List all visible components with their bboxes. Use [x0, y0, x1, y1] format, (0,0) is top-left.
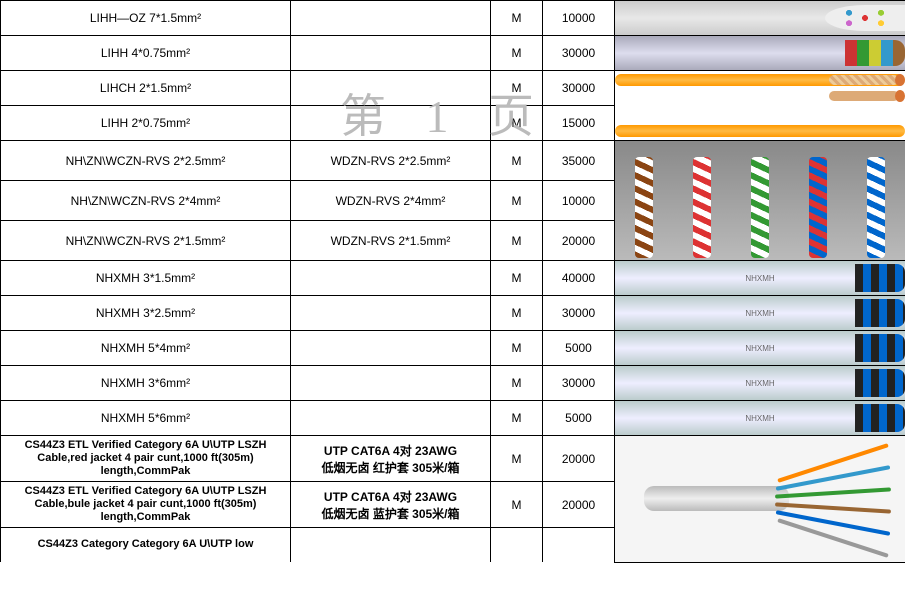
unit-cell: M	[491, 36, 543, 71]
table-row: LIHCH 2*1.5mm² M30000	[1, 71, 905, 106]
unit-cell: M	[491, 221, 543, 261]
unit-cell: M	[491, 401, 543, 436]
qty-cell: 30000	[543, 366, 615, 401]
alt-spec-cell	[291, 331, 491, 366]
qty-cell: 5000	[543, 331, 615, 366]
qty-cell: 20000	[543, 436, 615, 482]
qty-cell: 5000	[543, 401, 615, 436]
qty-cell: 15000	[543, 106, 615, 141]
alt-spec-cell: WDZN-RVS 2*1.5mm²	[291, 221, 491, 261]
spec-cell: CS44Z3 Category Category 6A U\UTP low	[1, 528, 291, 563]
alt-spec-cell	[291, 296, 491, 331]
qty-cell: 20000	[543, 221, 615, 261]
unit-cell: M	[491, 71, 543, 106]
qty-cell: 10000	[543, 1, 615, 36]
qty-cell: 30000	[543, 71, 615, 106]
alt-spec-cell	[291, 401, 491, 436]
unit-cell: M	[491, 366, 543, 401]
qty-cell: 40000	[543, 261, 615, 296]
spec-cell: CS44Z3 ETL Verified Category 6A U\UTP LS…	[1, 436, 291, 482]
unit-cell: M	[491, 296, 543, 331]
unit-cell: M	[491, 261, 543, 296]
cable-image: NHXMH	[615, 366, 905, 401]
spec-cell: LIHH 4*0.75mm²	[1, 36, 291, 71]
qty-cell: 20000	[543, 482, 615, 528]
alt-spec-cell: UTP CAT6A 4对 23AWG低烟无卤 蓝护套 305米/箱	[291, 482, 491, 528]
empty-cell	[491, 528, 543, 563]
cable-image	[615, 141, 905, 261]
unit-cell: M	[491, 1, 543, 36]
spec-cell: NH\ZN\WCZN-RVS 2*4mm²	[1, 181, 291, 221]
alt-spec-cell	[291, 36, 491, 71]
qty-cell: 30000	[543, 296, 615, 331]
unit-cell: M	[491, 181, 543, 221]
empty-cell	[543, 528, 615, 563]
spec-cell: LIHH 2*0.75mm²	[1, 106, 291, 141]
spec-cell: NHXMH 5*6mm²	[1, 401, 291, 436]
unit-cell: M	[491, 436, 543, 482]
table-row: NHXMH 5*6mm² M5000NHXMH	[1, 401, 905, 436]
table-row: NHXMH 3*6mm² M30000NHXMH	[1, 366, 905, 401]
alt-spec-cell	[291, 106, 491, 141]
alt-spec-cell	[291, 71, 491, 106]
unit-cell: M	[491, 331, 543, 366]
table-row: NHXMH 3*2.5mm² M30000NHXMH	[1, 296, 905, 331]
table-row: NHXMH 3*1.5mm² M40000NHXMH	[1, 261, 905, 296]
unit-cell: M	[491, 482, 543, 528]
unit-cell: M	[491, 141, 543, 181]
table-row: NH\ZN\WCZN-RVS 2*2.5mm²WDZN-RVS 2*2.5mm²…	[1, 141, 905, 181]
cable-image	[615, 71, 905, 141]
table-row: NHXMH 5*4mm² M5000NHXMH	[1, 331, 905, 366]
unit-cell: M	[491, 106, 543, 141]
alt-spec-cell	[291, 1, 491, 36]
spec-cell: NHXMH 5*4mm²	[1, 331, 291, 366]
spec-cell: LIHCH 2*1.5mm²	[1, 71, 291, 106]
spec-cell: NHXMH 3*6mm²	[1, 366, 291, 401]
spec-cell: LIHH—OZ 7*1.5mm²	[1, 1, 291, 36]
cable-table: LIHH—OZ 7*1.5mm²M10000LIHH 4*0.75mm²M300…	[0, 0, 905, 563]
cable-image: NHXMH	[615, 261, 905, 296]
table-row: LIHH—OZ 7*1.5mm² M10000	[1, 1, 905, 36]
cable-image: NHXMH	[615, 296, 905, 331]
cable-image	[615, 436, 905, 563]
alt-spec-cell: WDZN-RVS 2*2.5mm²	[291, 141, 491, 181]
alt-spec-cell	[291, 261, 491, 296]
empty-cell	[291, 528, 491, 563]
spec-cell: NHXMH 3*2.5mm²	[1, 296, 291, 331]
alt-spec-cell	[291, 366, 491, 401]
table-row: LIHH 4*0.75mm² M30000	[1, 36, 905, 71]
spec-cell: NH\ZN\WCZN-RVS 2*1.5mm²	[1, 221, 291, 261]
spec-cell: CS44Z3 ETL Verified Category 6A U\UTP LS…	[1, 482, 291, 528]
table-row: CS44Z3 ETL Verified Category 6A U\UTP LS…	[1, 436, 905, 482]
spec-cell: NHXMH 3*1.5mm²	[1, 261, 291, 296]
qty-cell: 10000	[543, 181, 615, 221]
alt-spec-cell: WDZN-RVS 2*4mm²	[291, 181, 491, 221]
cable-image	[615, 1, 905, 36]
cable-image: NHXMH	[615, 331, 905, 366]
cable-image: NHXMH	[615, 401, 905, 436]
qty-cell: 35000	[543, 141, 615, 181]
spec-cell: NH\ZN\WCZN-RVS 2*2.5mm²	[1, 141, 291, 181]
alt-spec-cell: UTP CAT6A 4对 23AWG低烟无卤 红护套 305米/箱	[291, 436, 491, 482]
qty-cell: 30000	[543, 36, 615, 71]
cable-image	[615, 36, 905, 71]
